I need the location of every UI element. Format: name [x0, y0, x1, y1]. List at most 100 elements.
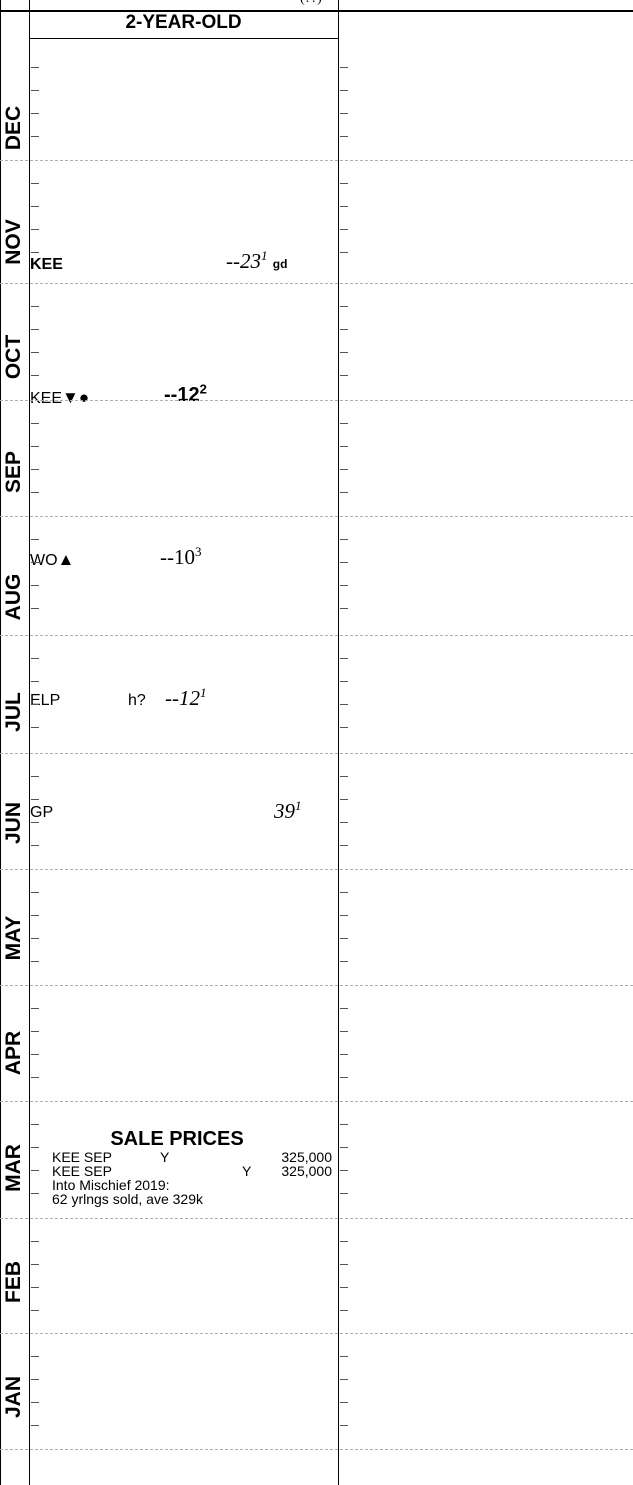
- tick-mark: [31, 1402, 39, 1403]
- month-divider: [0, 283, 633, 284]
- tick-mark: [340, 1031, 348, 1032]
- sale-name: KEE SEP: [52, 1163, 112, 1179]
- tick-mark: [31, 1077, 39, 1078]
- month-divider: [0, 1449, 633, 1450]
- race-symbols: ▲: [57, 550, 75, 569]
- track-code: WO: [30, 552, 58, 569]
- tick-mark: [31, 845, 39, 846]
- month-divider: [0, 985, 633, 986]
- tick-mark: [340, 90, 348, 91]
- tick-mark: [340, 306, 348, 307]
- speed-figure-jun: 391: [274, 799, 302, 824]
- tick-mark: [31, 704, 39, 705]
- tick-mark: [340, 658, 348, 659]
- sire-note: 62 yrlngs sold, ave 329k: [52, 1191, 203, 1207]
- tick-mark: [31, 469, 39, 470]
- tick-mark: [340, 252, 348, 253]
- tick-mark: [340, 423, 348, 424]
- tick-mark: [31, 539, 39, 540]
- sale-type: Y: [242, 1163, 252, 1179]
- race-entry-jun: GP: [30, 804, 53, 822]
- sale-prices-title: SALE PRICES: [110, 1128, 244, 1150]
- tick-mark: [31, 585, 39, 586]
- tick-mark: [31, 608, 39, 609]
- tick-mark: [31, 562, 39, 563]
- tick-mark: [340, 539, 348, 540]
- track-code: GP: [30, 804, 54, 821]
- left-edge-line: [0, 0, 1, 1485]
- tick-mark: [31, 67, 39, 68]
- tick-mark: [340, 136, 348, 137]
- track-condition: gd: [272, 257, 288, 271]
- tick-mark: [31, 658, 39, 659]
- sale-row: KEE SEP Y 325,000: [52, 1150, 332, 1164]
- tick-mark: [31, 1264, 39, 1265]
- column-right-border: [338, 0, 339, 1485]
- tick-mark: [31, 938, 39, 939]
- sale-name: KEE SEP: [52, 1149, 112, 1165]
- track-code: KEE: [30, 390, 63, 407]
- tick-mark: [31, 776, 39, 777]
- tick-mark: [31, 727, 39, 728]
- race-entry-jul: ELP: [30, 692, 60, 710]
- sire-note: Into Mischief 2019:: [52, 1177, 170, 1193]
- tick-mark: [340, 1124, 348, 1125]
- tick-mark: [31, 306, 39, 307]
- speed-figure-nov: --231 gd: [226, 249, 287, 274]
- race-entry-nov: KEE: [30, 256, 63, 274]
- tick-mark: [340, 845, 348, 846]
- tick-mark: [31, 1170, 39, 1171]
- tick-mark: [31, 1147, 39, 1148]
- tick-mark: [31, 492, 39, 493]
- tick-mark: [31, 206, 39, 207]
- speed-figure-oct: --122: [164, 381, 207, 407]
- tick-mark: [340, 1379, 348, 1380]
- month-label-jun: JUN: [2, 801, 25, 845]
- tick-mark: [340, 562, 348, 563]
- speed-figure-aug: --103: [160, 545, 202, 570]
- month-label-mar: MAR: [2, 1144, 25, 1192]
- tick-mark: [340, 1008, 348, 1009]
- column-header: 2-YEAR-OLD: [125, 12, 242, 33]
- tick-mark: [340, 799, 348, 800]
- tick-mark: [31, 1310, 39, 1311]
- tick-mark: [340, 892, 348, 893]
- race-note-jul: h?: [128, 692, 146, 709]
- tick-mark: [340, 67, 348, 68]
- tick-mark: [340, 206, 348, 207]
- tick-mark: [31, 822, 39, 823]
- sale-prices-box: SALE PRICES KEE SEP Y 325,000 KEE SEP Y …: [52, 1128, 332, 1206]
- tick-mark: [31, 90, 39, 91]
- tick-mark: [31, 961, 39, 962]
- tick-mark: [340, 776, 348, 777]
- tick-mark: [340, 352, 348, 353]
- tick-mark: [31, 1356, 39, 1357]
- top-fragment: (??): [300, 0, 322, 7]
- tick-mark: [340, 1287, 348, 1288]
- tick-mark: [340, 1193, 348, 1194]
- tick-mark: [31, 1379, 39, 1380]
- tick-mark: [31, 915, 39, 916]
- figure-sup: 1: [200, 685, 207, 700]
- tick-mark: [31, 1425, 39, 1426]
- header-underline: [29, 38, 338, 39]
- month-label-oct: OCT: [2, 334, 25, 380]
- tick-mark: [31, 446, 39, 447]
- month-label-may: MAY: [2, 915, 25, 961]
- month-divider: [0, 753, 633, 754]
- tick-mark: [31, 352, 39, 353]
- figure-value: --12: [165, 686, 200, 710]
- figure-sup: 2: [199, 381, 207, 397]
- figure-value: --12: [164, 384, 200, 406]
- month-divider: [0, 160, 633, 161]
- month-label-apr: APR: [2, 1030, 25, 1076]
- sale-price: 325,000: [281, 1149, 332, 1165]
- month-label-nov: NOV: [2, 219, 25, 265]
- speed-figure-jul: --121: [165, 686, 207, 711]
- tick-mark: [340, 492, 348, 493]
- tick-mark: [31, 1241, 39, 1242]
- figure-sup: 3: [195, 544, 202, 559]
- figure-value: --10: [160, 545, 195, 569]
- tick-mark: [340, 608, 348, 609]
- sale-type: Y: [160, 1149, 170, 1165]
